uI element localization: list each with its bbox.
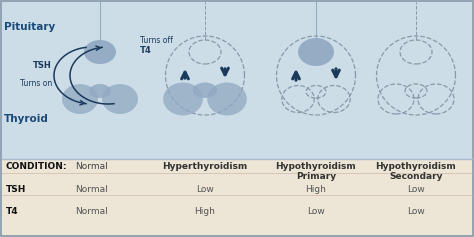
Text: High: High (306, 185, 327, 194)
Ellipse shape (102, 84, 138, 114)
Ellipse shape (193, 82, 217, 98)
Ellipse shape (84, 40, 116, 64)
Text: CONDITION:: CONDITION: (6, 162, 67, 171)
Bar (1, 1, 473, 159)
Ellipse shape (163, 82, 203, 115)
Text: Normal: Normal (75, 162, 108, 171)
Text: Hypothyroidism
Secondary: Hypothyroidism Secondary (375, 162, 456, 181)
Text: TSH: TSH (6, 185, 27, 194)
Text: T4: T4 (6, 207, 18, 216)
Text: T4: T4 (140, 46, 152, 55)
Text: TSH: TSH (33, 61, 52, 70)
Bar (1, 159, 473, 236)
Ellipse shape (298, 38, 334, 66)
Ellipse shape (207, 82, 247, 115)
Text: High: High (194, 207, 216, 216)
Text: Low: Low (307, 207, 325, 216)
Text: Normal: Normal (75, 185, 108, 194)
Ellipse shape (89, 84, 111, 98)
Text: Hyperthyroidism: Hyperthyroidism (163, 162, 247, 171)
Text: Low: Low (407, 207, 425, 216)
Text: Low: Low (196, 185, 214, 194)
Text: Pituitary: Pituitary (4, 22, 55, 32)
Text: Low: Low (407, 185, 425, 194)
Text: Thyroid: Thyroid (4, 114, 49, 124)
Text: Turns off: Turns off (140, 36, 173, 45)
Ellipse shape (62, 84, 98, 114)
Text: Normal: Normal (75, 207, 108, 216)
Text: Hypothyroidism
Primary: Hypothyroidism Primary (275, 162, 356, 181)
Text: Turns on: Turns on (20, 79, 52, 88)
